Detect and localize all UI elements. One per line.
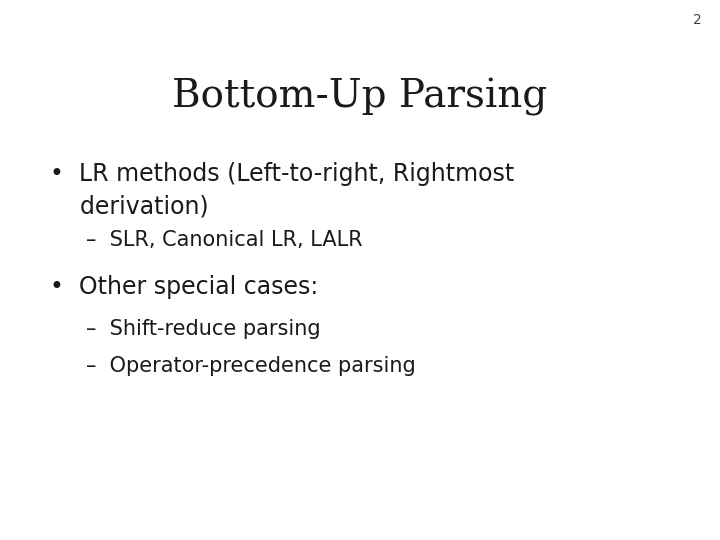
Text: •  Other special cases:: • Other special cases: — [50, 275, 319, 299]
Text: 2: 2 — [693, 14, 702, 28]
Text: derivation): derivation) — [50, 194, 209, 218]
Text: Bottom-Up Parsing: Bottom-Up Parsing — [172, 78, 548, 116]
Text: –  Shift-reduce parsing: – Shift-reduce parsing — [86, 319, 321, 339]
Text: –  SLR, Canonical LR, LALR: – SLR, Canonical LR, LALR — [86, 230, 363, 249]
Text: •  LR methods (Left-to-right, Rightmost: • LR methods (Left-to-right, Rightmost — [50, 162, 515, 186]
Text: –  Operator-precedence parsing: – Operator-precedence parsing — [86, 356, 416, 376]
